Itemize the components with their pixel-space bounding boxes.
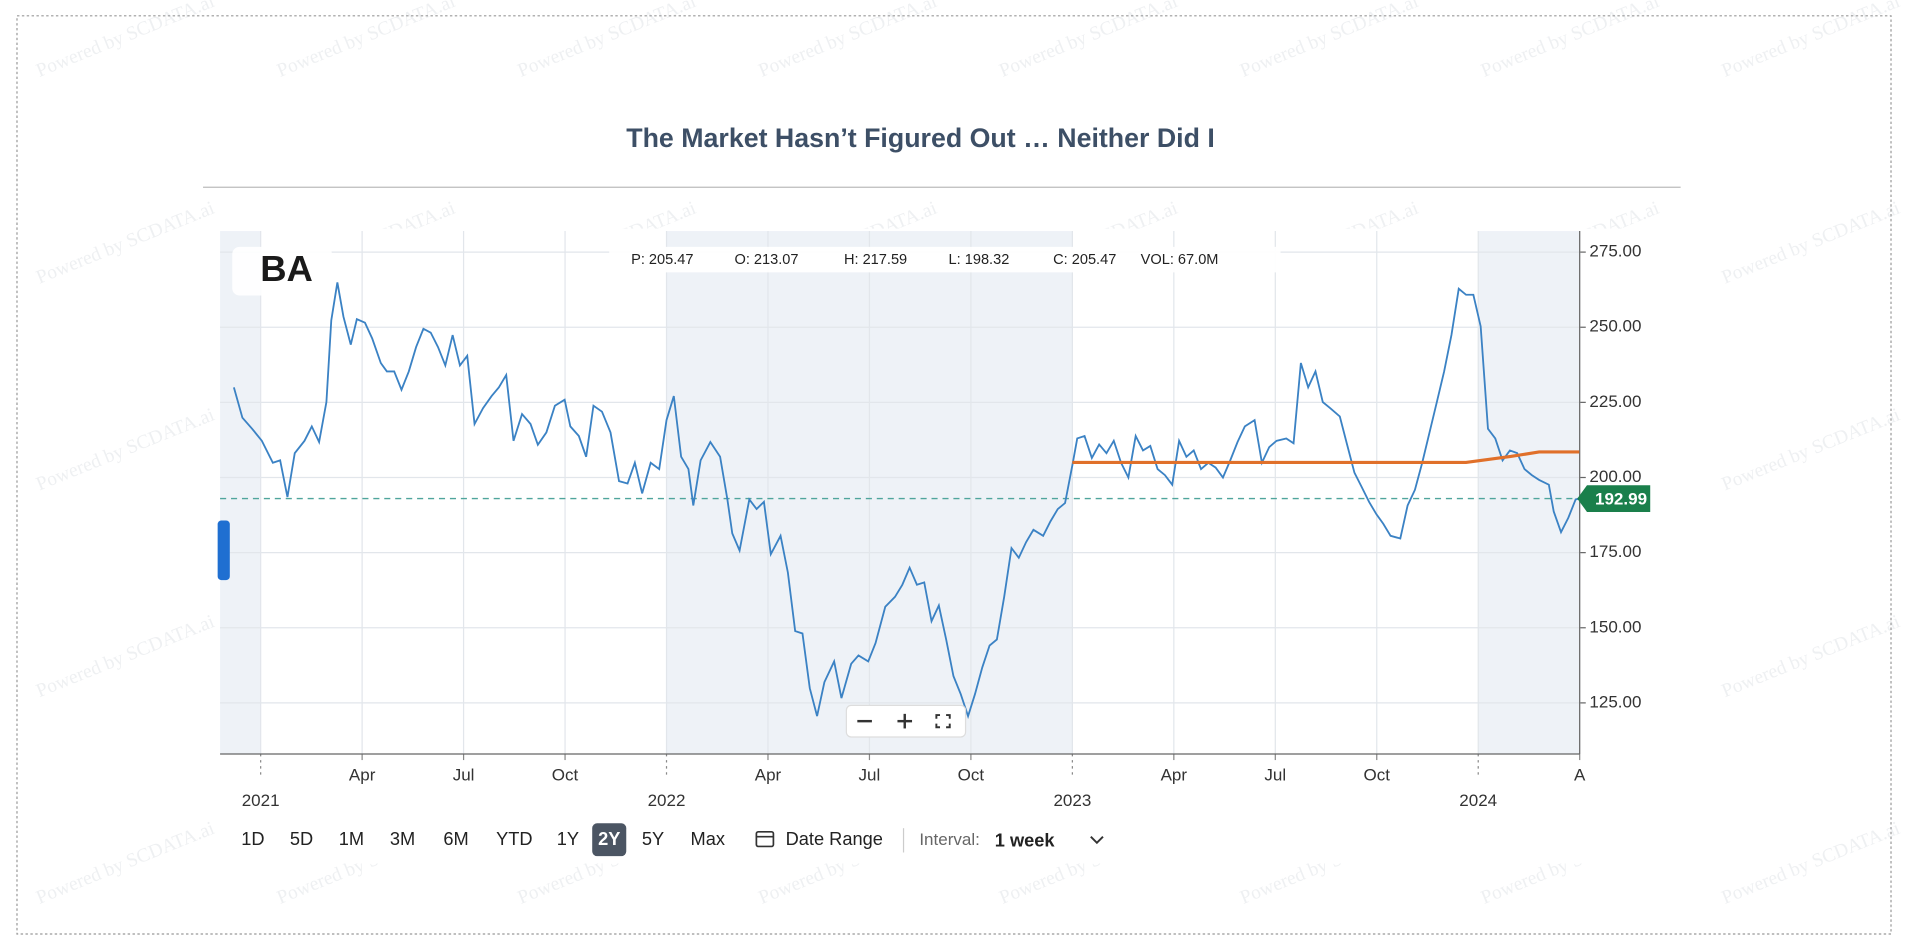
range-button[interactable]: 6M	[443, 828, 468, 849]
active-button[interactable]	[592, 823, 627, 857]
ticker-box	[232, 246, 332, 296]
info-item: P: 205.47	[631, 252, 693, 268]
calendar-icon	[755, 830, 775, 848]
info-item: O: 213.07	[734, 252, 798, 268]
price-line	[233, 282, 1580, 720]
price-line	[1072, 450, 1580, 465]
x-tick-label: A	[1574, 765, 1586, 784]
range-button[interactable]: 3M	[390, 828, 415, 849]
ticker: BA	[260, 248, 313, 289]
date-range[interactable]: Date Range	[755, 828, 883, 849]
interval-value[interactable]: 1 week	[995, 829, 1056, 850]
toolbar: 1D 5D 1M 3M 6M YTD 1Y 2Y 5Y Max	[241, 823, 725, 857]
date-range-label[interactable]: Date Range	[786, 828, 883, 849]
y-tick-label: 150.00	[1589, 617, 1641, 636]
plot: 125.00 150.00 175.00 200.00 225.00 250.00 275.…	[220, 231, 1651, 810]
info-items: P: 205.47 O: 213.07 H: 217.59 L: 198.32 C: 2…	[631, 252, 1218, 268]
zoom-controls	[845, 704, 967, 738]
info-item: C: 205.47	[1053, 252, 1116, 268]
title: The Market Hasn’t Figured Out … Neither …	[626, 123, 1215, 153]
x-tick-label: Apr	[755, 765, 782, 784]
price-badge	[1577, 485, 1651, 512]
range-button[interactable]: 1Y	[557, 828, 579, 849]
year-band	[1478, 231, 1580, 754]
range-button[interactable]: 5Y	[642, 828, 664, 849]
range-button[interactable]: 1D	[241, 828, 264, 849]
side-tab[interactable]	[217, 520, 230, 581]
y-tick-label: 175.00	[1589, 542, 1641, 561]
range-button[interactable]: Max	[691, 828, 725, 849]
x-tick-label: Apr	[1161, 765, 1188, 784]
price-badge-label: 192.99	[1595, 489, 1647, 508]
info-item: L: 198.32	[949, 252, 1010, 268]
year-band	[220, 231, 261, 754]
x-tick-label: Oct	[552, 765, 579, 784]
interval-label: Interval:	[919, 830, 980, 849]
range-button[interactable]: 1M	[339, 828, 364, 849]
y-tick-label: 275.00	[1589, 242, 1641, 261]
x-tick-label: Jul	[859, 765, 881, 784]
x-tick-label: Oct	[1364, 765, 1391, 784]
x-tick-label: Apr	[349, 765, 376, 784]
info-bar	[609, 246, 1281, 273]
x-tick-label: Oct	[958, 765, 985, 784]
range-button[interactable]: 5D	[290, 828, 313, 849]
x-tick-label: Jul	[1264, 765, 1286, 784]
y-tick-label: 225.00	[1589, 392, 1641, 411]
x-tick-label: Jul	[453, 765, 475, 784]
y-tick-label: 125.00	[1589, 692, 1641, 711]
info-item: VOL: 67.0M	[1141, 252, 1219, 268]
fullscreen[interactable]	[935, 714, 951, 729]
x-year-label: 2022	[648, 791, 686, 810]
y-tick-label: 250.00	[1589, 317, 1641, 336]
y-tick-label: 200.00	[1589, 467, 1641, 486]
x-year-label: 2023	[1053, 791, 1091, 810]
info-item: H: 217.59	[844, 252, 907, 268]
range-button[interactable]: 2Y	[598, 828, 620, 849]
range-button[interactable]: YTD	[496, 828, 532, 849]
x-year-label: 2021	[242, 791, 280, 810]
x-year-label: 2024	[1459, 791, 1497, 810]
chevron[interactable]	[1090, 835, 1104, 845]
